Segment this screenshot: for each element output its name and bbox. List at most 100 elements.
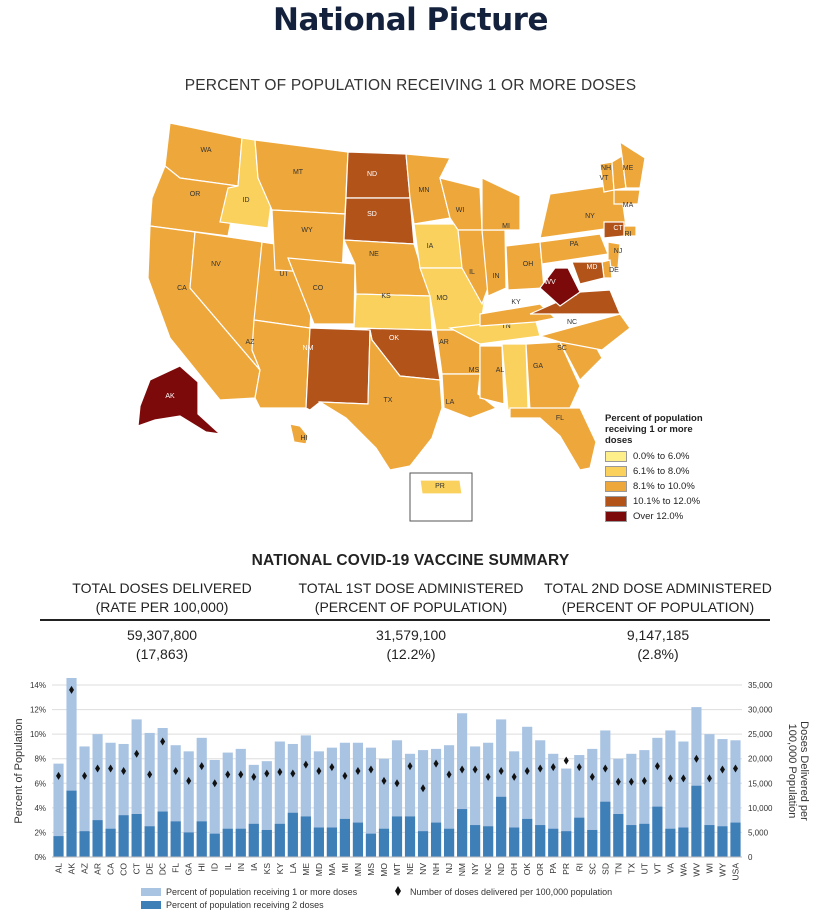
bar-two-doses (730, 822, 741, 857)
y2-tick-label: 10,000 (748, 804, 773, 813)
doses-delivered-marker (212, 779, 218, 788)
state-label: NC (567, 319, 577, 326)
y-tick-label: 10% (30, 730, 46, 739)
state-label: WY (301, 227, 313, 234)
bar-one-dose (678, 741, 689, 857)
state-il (457, 229, 489, 306)
us-map: WA OR CA ID NV UT AZ MT WY CO NM ND SD NE KS OK TX MN IA MO… (137, 122, 646, 522)
x-tick-label: SD (600, 863, 610, 875)
bar-one-dose (730, 740, 741, 857)
doses-delivered-marker (147, 770, 153, 779)
bar-one-dose (470, 746, 481, 857)
state-label: MT (293, 169, 304, 176)
x-tick-label: SC (587, 863, 597, 875)
bar-two-doses (391, 816, 403, 857)
state-label: VT (600, 175, 610, 182)
pr-inset-box (409, 472, 473, 522)
x-tick-label: MA (327, 863, 337, 876)
bar-one-dose (261, 761, 272, 857)
bar-one-dose (496, 719, 507, 857)
bar-two-doses (639, 823, 650, 857)
state-label: ME (623, 165, 634, 172)
y-tick-label: 4% (34, 804, 46, 813)
x-tick-label: NH (431, 863, 441, 875)
doses-delivered-marker (225, 770, 231, 779)
summary-header-line1: TOTAL 2ND DOSE ADMINISTERED (544, 580, 772, 596)
legend-label: 0.0% to 6.0% (633, 451, 690, 462)
bar-two-doses (378, 828, 390, 857)
bar-two-doses (196, 821, 207, 857)
y2-axis-title-line: 100,000 Population (786, 724, 798, 819)
x-tick-label: MN (353, 863, 363, 876)
doses-delivered-marker (641, 776, 647, 785)
bar-two-doses (496, 796, 507, 857)
doses-delivered-marker (342, 771, 348, 780)
x-tick-label: VT (652, 863, 662, 874)
state-label: AK (165, 393, 175, 400)
doses-delivered-marker (446, 770, 452, 779)
legend-swatch (605, 511, 627, 522)
x-tick-label: NM (457, 863, 467, 876)
bar-two-doses (53, 836, 64, 857)
state-label: ND (367, 171, 377, 178)
summary-header-first-dose: TOTAL 1ST DOSE ADMINISTERED (PERCENT OF … (286, 579, 536, 617)
y2-tick-label: 15,000 (748, 779, 773, 788)
bar-two-doses (365, 833, 377, 857)
doses-delivered-marker (563, 756, 569, 765)
bar-one-dose (652, 737, 663, 857)
x-tick-label: NJ (444, 863, 454, 873)
x-tick-label: NV (418, 863, 428, 875)
summary-subvalue: (2.8%) (637, 646, 679, 662)
state-label: IN (493, 273, 500, 280)
y-tick-label: 2% (34, 828, 46, 837)
state-label: WI (456, 207, 465, 214)
doses-delivered-marker (732, 764, 738, 773)
state-mi (481, 177, 521, 231)
summary-value-first-dose: 31,579,100 (12.2%) (286, 626, 536, 664)
doses-delivered-marker (667, 774, 673, 783)
state-md (571, 261, 605, 285)
legend-label-delivered: Number of doses delivered per 100,000 po… (410, 887, 612, 897)
bar-one-dose (157, 728, 168, 857)
bar-one-dose (365, 747, 377, 857)
bar-one-dose (717, 739, 728, 857)
state-ks (353, 293, 433, 331)
bar-two-doses (548, 828, 559, 857)
summary-value: 31,579,100 (375, 627, 447, 643)
state-or (149, 165, 239, 237)
doses-delivered-marker (82, 771, 88, 780)
summary-header-line1: TOTAL DOSES DELIVERED (72, 580, 252, 596)
bar-one-dose (404, 753, 416, 857)
x-tick-label: MD (314, 863, 324, 876)
bar-one-dose (483, 742, 494, 857)
state-label: CA (177, 285, 187, 292)
summary-header-doses: TOTAL DOSES DELIVERED (RATE PER 100,000) (37, 579, 287, 617)
summary-value-doses: 59,307,800 (17,863) (37, 626, 287, 664)
bar-two-doses (92, 820, 103, 857)
state-label: NE (369, 251, 379, 258)
doses-delivered-marker (290, 769, 296, 778)
doses-delivered-marker (459, 765, 465, 774)
bar-two-doses (535, 825, 546, 857)
state-label: MA (623, 202, 634, 209)
summary-header-line2: (PERCENT OF POPULATION) (314, 599, 508, 615)
summary-value: 59,307,800 (126, 627, 198, 643)
x-tick-label: NE (405, 863, 415, 875)
state-me (619, 140, 646, 189)
bar-two-doses (157, 811, 168, 857)
y2-axis-title-line: Doses Delivered per (798, 721, 810, 821)
doses-delivered-marker (589, 772, 595, 781)
doses-delivered-marker (108, 764, 114, 773)
doses-delivered-marker (316, 767, 322, 775)
y-tick-label: 6% (34, 779, 46, 788)
summary-title: NATIONAL COVID-19 VACCINE SUMMARY (251, 552, 570, 569)
state-label: CO (313, 285, 324, 292)
legend-swatch-one-dose (141, 888, 161, 896)
y2-tick-label: 35,000 (748, 681, 773, 690)
legend-swatch (605, 451, 627, 462)
bar-one-dose (105, 742, 116, 857)
bar-one-dose (548, 753, 559, 857)
state-fl (509, 407, 597, 471)
doses-delivered-marker (264, 769, 270, 778)
state-hi (289, 423, 309, 445)
